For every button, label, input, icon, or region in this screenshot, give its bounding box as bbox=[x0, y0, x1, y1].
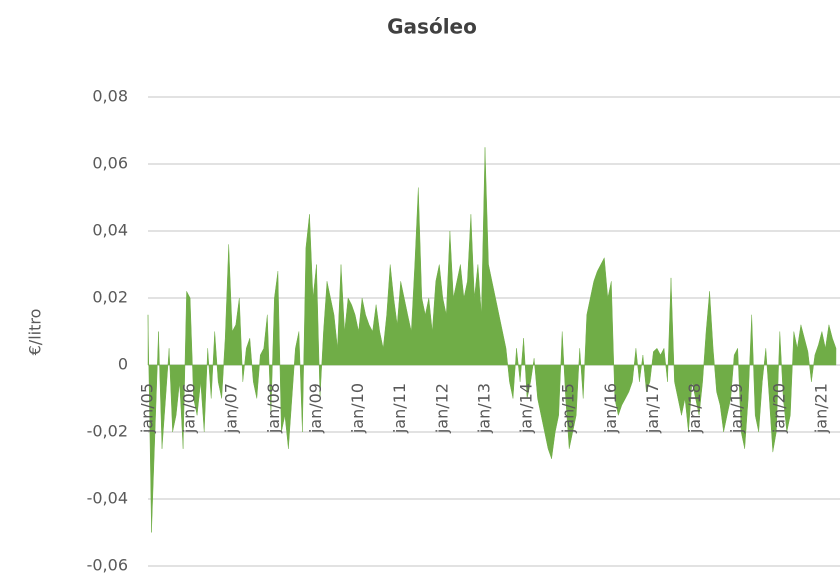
x-tick-label: jan/12 bbox=[432, 383, 451, 434]
x-tick-label: jan/15 bbox=[559, 383, 578, 434]
x-tick-label: jan/20 bbox=[769, 383, 788, 434]
x-tick-label: jan/07 bbox=[222, 383, 241, 434]
y-tick-label: -0,02 bbox=[87, 422, 128, 441]
y-tick-label: 0,08 bbox=[92, 87, 128, 106]
x-tick-label: jan/10 bbox=[348, 383, 367, 434]
y-tick-label: -0,04 bbox=[87, 489, 128, 508]
chart-title: Gasóleo bbox=[387, 15, 477, 39]
x-tick-label: jan/13 bbox=[474, 383, 493, 434]
y-tick-label: 0,04 bbox=[92, 221, 128, 240]
x-tick-label: jan/05 bbox=[138, 383, 157, 434]
x-tick-label: jan/06 bbox=[180, 383, 199, 434]
y-tick-label: 0,02 bbox=[92, 288, 128, 307]
x-tick-label: jan/14 bbox=[517, 383, 536, 434]
y-axis-label: €/litro bbox=[26, 309, 45, 356]
x-tick-label: jan/18 bbox=[685, 383, 704, 434]
x-tick-label: jan/16 bbox=[601, 383, 620, 434]
x-tick-label: jan/19 bbox=[727, 383, 746, 434]
x-tick-label: jan/11 bbox=[390, 383, 409, 434]
y-tick-label: -0,06 bbox=[87, 556, 128, 575]
y-tick-label: 0 bbox=[118, 355, 128, 374]
area bbox=[147, 147, 837, 533]
x-tick-label: jan/08 bbox=[264, 383, 283, 434]
x-tick-label: jan/09 bbox=[306, 383, 325, 434]
x-tick-label: jan/21 bbox=[811, 383, 830, 434]
y-tick-label: 0,06 bbox=[92, 154, 128, 173]
x-tick-label: jan/17 bbox=[643, 383, 662, 434]
